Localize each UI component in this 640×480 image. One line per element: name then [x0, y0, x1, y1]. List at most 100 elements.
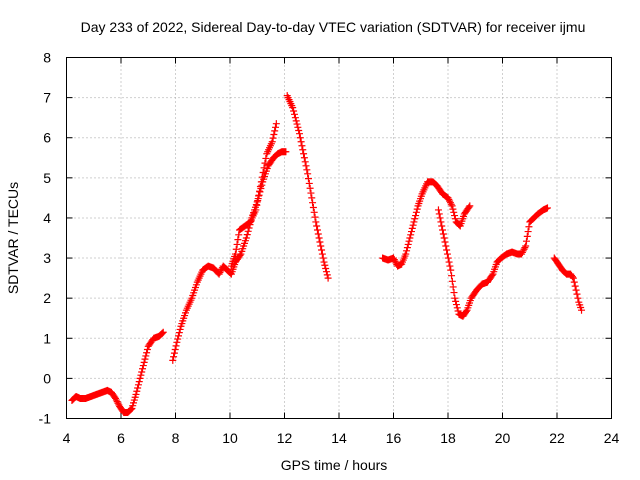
- y-tick-label: 1: [43, 330, 51, 346]
- data-point: [445, 258, 453, 266]
- data-point: [522, 242, 530, 250]
- series-segment-1: [68, 328, 167, 416]
- data-point: [126, 406, 134, 414]
- x-tick-label: 18: [440, 430, 456, 446]
- data-point: [450, 208, 458, 216]
- data-point: [242, 234, 250, 242]
- x-axis-label: GPS time / hours: [281, 457, 388, 473]
- data-point: [402, 250, 410, 258]
- data-point: [452, 301, 460, 309]
- data-point: [170, 349, 178, 357]
- data-point: [262, 154, 270, 162]
- data-point: [317, 242, 325, 250]
- series-segment-7: [550, 254, 586, 314]
- data-point: [403, 247, 411, 255]
- data-point: [306, 184, 314, 192]
- data-point: [159, 328, 167, 336]
- data-point: [448, 202, 456, 210]
- series-segment-4: [283, 92, 332, 282]
- data-point: [437, 218, 445, 226]
- data-point: [300, 154, 308, 162]
- data-point: [176, 325, 184, 333]
- data-point: [455, 221, 463, 229]
- data-point: [215, 270, 223, 278]
- data-point: [173, 338, 181, 346]
- data-point: [172, 342, 180, 350]
- chart-grid: [66, 57, 612, 419]
- data-point: [132, 390, 140, 398]
- data-point: [451, 294, 459, 302]
- data-point: [324, 274, 332, 282]
- data-point: [319, 254, 327, 262]
- data-point: [233, 240, 241, 248]
- data-point: [412, 208, 420, 216]
- data-point: [521, 244, 529, 252]
- series-segment-3: [227, 120, 280, 270]
- data-point: [137, 371, 145, 379]
- data-point: [158, 329, 166, 337]
- data-point: [268, 138, 276, 146]
- data-point: [236, 251, 244, 259]
- data-point: [303, 166, 311, 174]
- data-point: [441, 238, 449, 246]
- data-point: [525, 223, 533, 231]
- data-point: [142, 352, 150, 360]
- data-point: [290, 107, 298, 115]
- data-point: [447, 266, 455, 274]
- data-point: [305, 179, 313, 187]
- data-point: [295, 127, 303, 135]
- data-point: [258, 173, 266, 181]
- data-point: [307, 189, 315, 197]
- data-point: [253, 201, 261, 209]
- data-point: [318, 250, 326, 258]
- data-point: [571, 282, 579, 290]
- data-point: [272, 120, 280, 128]
- series-segment-6: [434, 204, 551, 320]
- data-point: [321, 261, 329, 269]
- series-segment-2: [169, 148, 290, 364]
- data-point: [569, 274, 577, 282]
- data-point: [413, 205, 421, 213]
- data-point: [404, 240, 412, 248]
- data-point: [113, 398, 121, 406]
- data-point: [136, 374, 144, 382]
- data-point: [174, 332, 182, 340]
- data-point: [465, 203, 473, 211]
- data-point: [411, 215, 419, 223]
- data-point: [440, 234, 448, 242]
- data-point: [519, 247, 527, 255]
- data-point: [293, 120, 301, 128]
- data-point: [446, 199, 454, 207]
- y-tick-label: 2: [43, 290, 51, 306]
- data-point: [299, 146, 307, 154]
- x-tick-label: 4: [63, 430, 71, 446]
- y-axis-tick-labels: -1 0 1 2 3 4 5 6 7 8: [39, 50, 52, 427]
- data-point: [523, 232, 531, 240]
- y-tick-label: -1: [39, 411, 52, 427]
- x-axis-tick-labels: 4 6 8 10 12 14 16 18 20 22 24: [63, 430, 620, 446]
- y-tick-label: 6: [43, 130, 51, 146]
- data-point: [139, 362, 147, 370]
- data-point: [454, 307, 462, 315]
- data-point: [231, 250, 239, 258]
- data-point: [410, 218, 418, 226]
- x-tick-label: 22: [549, 430, 565, 446]
- data-point: [259, 168, 267, 176]
- data-point: [244, 227, 252, 235]
- data-point: [289, 104, 297, 112]
- data-point: [314, 230, 322, 238]
- data-point: [235, 231, 243, 239]
- data-point: [257, 178, 265, 186]
- data-point: [443, 246, 451, 254]
- data-point: [435, 210, 443, 218]
- data-point: [292, 117, 300, 125]
- data-point: [114, 399, 122, 407]
- data-point: [297, 138, 305, 146]
- data-point: [450, 289, 458, 297]
- data-point: [134, 384, 142, 392]
- x-tick-label: 12: [277, 430, 293, 446]
- x-tick-label: 24: [604, 430, 620, 446]
- data-point: [522, 237, 530, 245]
- data-point: [403, 244, 411, 252]
- y-tick-label: 8: [43, 50, 51, 66]
